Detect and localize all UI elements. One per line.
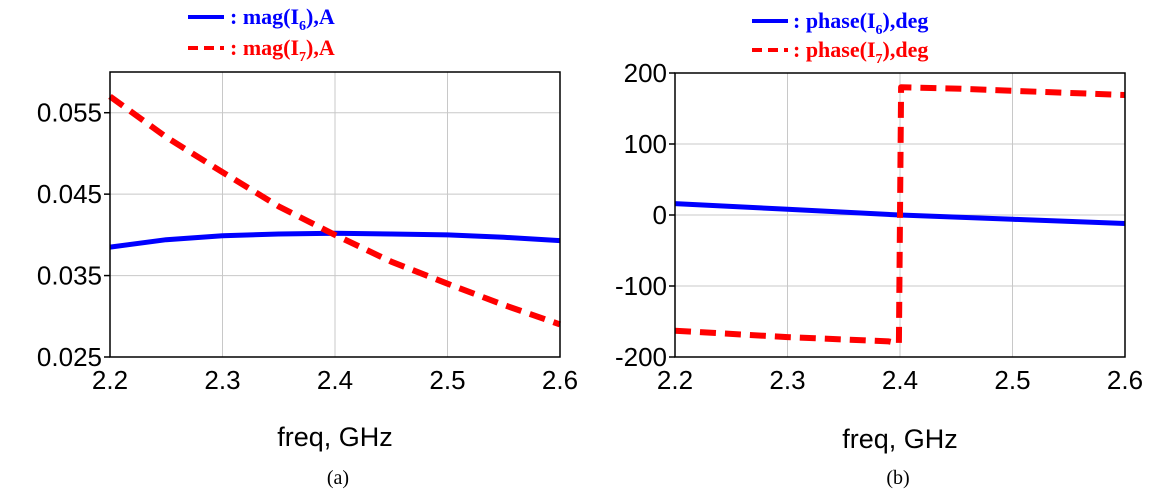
- x-tick-label: 2.3: [204, 365, 240, 395]
- x-tick-labels-a: 2.2 2.3 2.4 2.5 2.6: [92, 365, 578, 395]
- x-tick-labels-b: 2.2 2.3 2.4 2.5 2.6: [657, 365, 1143, 395]
- y-tick-label: -100: [615, 271, 667, 301]
- series-line-a-2: [108, 93, 561, 328]
- y-tick-label: 0.045: [37, 179, 102, 209]
- series-line-b-2: [674, 84, 1126, 347]
- x-tick-label: 2.2: [657, 365, 693, 395]
- y-tick-label: 0: [653, 200, 667, 230]
- legend-a-entry-1: : mag(I6),A: [230, 4, 335, 34]
- plot-frame-b: [674, 72, 1126, 358]
- caption-a: (a): [327, 467, 349, 489]
- caption-b: (b): [886, 467, 909, 489]
- x-tick-label: 2.3: [769, 365, 805, 395]
- x-tick-label: 2.6: [542, 365, 578, 395]
- plot-frame-a: [109, 71, 561, 358]
- y-tick-label: 0.055: [37, 98, 102, 128]
- x-tick-label: 2.4: [882, 365, 918, 395]
- y-tick-label: 0.025: [37, 342, 102, 372]
- x-tick-label: 2.2: [92, 365, 128, 395]
- chart-panel-b: : phase(I6),deg : phase(I7),deg -200 -100…: [615, 8, 1143, 489]
- y-tick-label: 100: [624, 129, 667, 159]
- legend-a: : mag(I6),A : mag(I7),A: [188, 4, 335, 65]
- chart-panel-a: : mag(I6),A : mag(I7),A 0.0250.0350.0450…: [37, 4, 578, 489]
- x-tick-label: 2.6: [1107, 365, 1143, 395]
- y-tick-label: 200: [624, 58, 667, 88]
- x-axis-label-a: freq, GHz: [277, 422, 393, 452]
- legend-b-entry-2: : phase(I7),deg: [793, 37, 928, 67]
- x-tick-label: 2.4: [317, 365, 353, 395]
- x-tick-label: 2.5: [429, 365, 465, 395]
- y-tick-label: -200: [615, 342, 667, 372]
- legend-b-entry-1: : phase(I6),deg: [793, 8, 928, 38]
- y-tick-labels-a: 0.025 0.035 0.045 0.055: [37, 98, 102, 372]
- series-group-b: [674, 84, 1126, 347]
- legend-a-entry-2: : mag(I7),A: [230, 35, 335, 65]
- legend-b: : phase(I6),deg : phase(I7),deg: [752, 8, 928, 67]
- series-group-a: [108, 93, 561, 328]
- y-tick-labels-b: -200 -100 0 100 200: [615, 58, 667, 372]
- x-axis-label-b: freq, GHz: [842, 424, 958, 454]
- x-tick-label: 2.5: [994, 365, 1030, 395]
- y-tick-label: 0.035: [37, 261, 102, 291]
- grid-a: [104, 72, 560, 358]
